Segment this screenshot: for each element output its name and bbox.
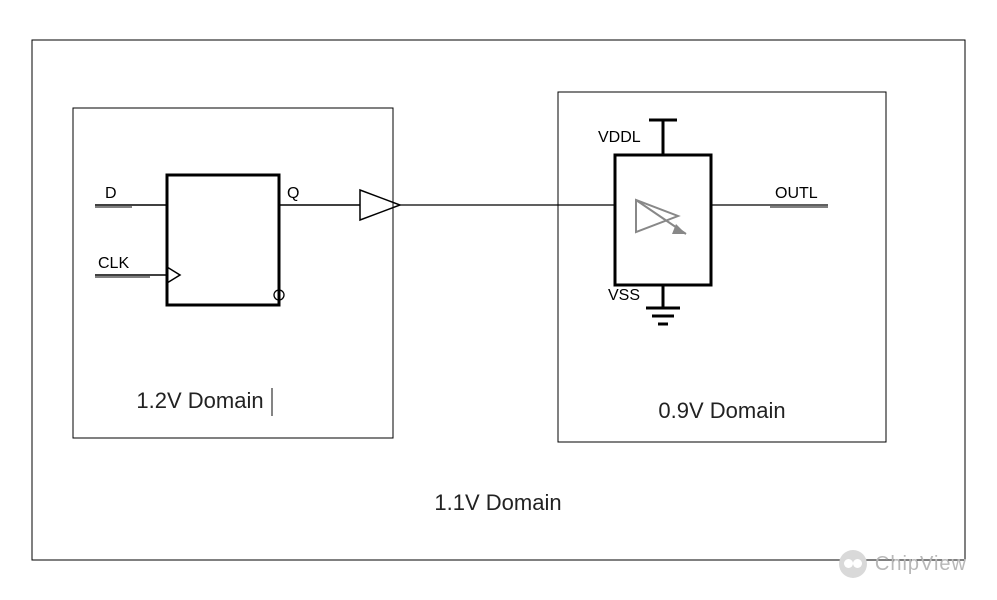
level-shifter-arrow-icon (636, 200, 686, 234)
watermark: ChipView (839, 550, 967, 578)
outer-domain-label: 1.1V Domain (434, 490, 561, 515)
wechat-icon (839, 550, 867, 578)
label-vss: VSS (608, 287, 640, 304)
buffer-icon (360, 190, 400, 220)
watermark-text: ChipView (875, 553, 967, 576)
label-d: D (105, 185, 117, 202)
label-outl: OUTL (775, 185, 818, 202)
flipflop-body (167, 175, 279, 305)
clk-caret-icon (167, 267, 180, 283)
label-clk: CLK (98, 255, 129, 272)
right-domain-label: 0.9V Domain (658, 398, 785, 423)
label-q: Q (287, 185, 299, 202)
outer-domain-rect (32, 40, 965, 560)
label-vddl: VDDL (598, 129, 641, 146)
left-domain-label: 1.2V Domain (136, 388, 263, 413)
level-shifter-body (615, 155, 711, 285)
voltage-domain-diagram: 1.1V Domain 1.2V Domain D CLK Q 0.9V Dom… (0, 0, 997, 600)
